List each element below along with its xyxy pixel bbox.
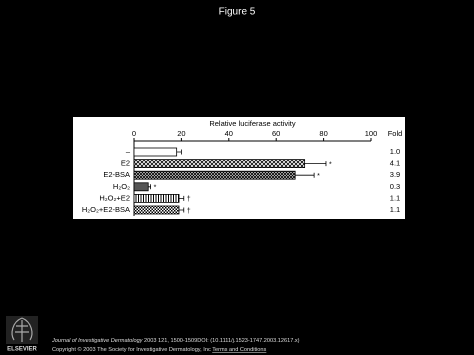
error-bar	[148, 184, 151, 190]
error-bar	[176, 149, 182, 155]
error-bar	[179, 207, 185, 213]
terms-link[interactable]: Terms and Conditions	[212, 347, 266, 353]
x-tick-label: 0	[132, 129, 136, 138]
journal-name: Journal of Investigative Dermatology	[51, 338, 144, 344]
bar	[133, 193, 180, 203]
axis-label: Relative luciferase activity	[209, 119, 296, 128]
citation: Journal of Investigative Dermatology 200…	[51, 338, 300, 344]
x-tick-label: 20	[177, 129, 185, 138]
chart: Relative luciferase activity 0 20 40 60 80 100…	[82, 119, 402, 216]
y-tick-label: –	[126, 147, 131, 156]
publisher-logo: ELSEVIER	[6, 316, 38, 353]
y-tick-label: E2	[121, 159, 130, 168]
fold-value: 1.0	[390, 147, 400, 156]
x-tick-label: 80	[319, 129, 327, 138]
x-tick-label: 40	[225, 129, 233, 138]
fold-value: 1.1	[390, 193, 400, 202]
bar	[133, 182, 149, 192]
error-bar	[179, 195, 185, 201]
copyright: Copyright © 2003 The Society for Investi…	[52, 346, 267, 353]
fold-value: 3.9	[390, 170, 400, 179]
copyright-text: Copyright © 2003 The Society for Investi…	[52, 346, 211, 353]
y-tick-label: E2-BSA	[103, 170, 130, 179]
error-bar	[295, 172, 315, 178]
significance-marker: †	[187, 208, 191, 215]
fold-value: 0.3	[390, 182, 400, 191]
x-tick-label: 100	[365, 129, 378, 138]
fold-value: 1.1	[390, 205, 400, 214]
bar	[133, 159, 306, 169]
fold-header: Fold	[388, 129, 403, 138]
publisher-name: ELSEVIER	[7, 347, 37, 353]
y-tick-label: H₂O₂	[113, 182, 130, 191]
significance-marker: *	[317, 173, 320, 180]
bar	[133, 205, 180, 215]
x-tick-label: 60	[272, 129, 280, 138]
significance-marker: *	[154, 185, 157, 192]
significance-marker: †	[187, 196, 191, 203]
bar	[133, 170, 296, 180]
y-tick-label: H₂O₂+E2	[99, 193, 130, 202]
slide-title: Figure 5	[219, 7, 256, 18]
citation-text: 2003 121, 1500-1509DOI: (10.1111/j.1523-…	[142, 338, 299, 344]
fold-value: 4.1	[390, 159, 400, 168]
significance-marker: *	[329, 161, 332, 168]
bar	[133, 147, 178, 157]
error-bar	[304, 161, 327, 167]
y-tick-label: H₂O₂+E2-BSA	[82, 205, 130, 214]
